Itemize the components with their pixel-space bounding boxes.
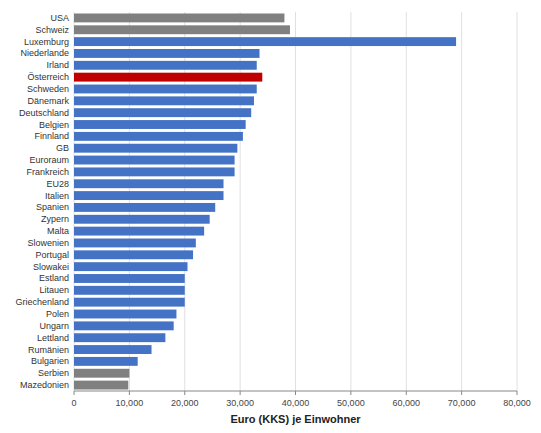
bar (74, 13, 284, 22)
bar (74, 274, 185, 283)
category-label: EU28 (46, 179, 69, 189)
category-label: GB (56, 143, 69, 153)
bar (74, 333, 165, 342)
category-label: Euroraum (29, 155, 69, 165)
category-label: Schweden (27, 84, 69, 94)
bar (74, 25, 290, 34)
value-axis: 0 10,000 20,000 30,000 40,000 50,000 60,000 70,… (71, 391, 530, 408)
category-axis: USA Schweiz LuxemburgNiederlande Irland Öste… (15, 13, 69, 390)
category-label: USA (50, 13, 69, 23)
bar (74, 144, 237, 153)
category-label: Mazedonien (20, 380, 69, 390)
chart: 0 10,000 20,000 30,000 40,000 50,000 60,000 70,… (0, 0, 541, 433)
category-label: Niederlande (20, 48, 69, 58)
tick-mark (295, 391, 296, 395)
grid-line (517, 12, 518, 391)
category-label: Portugal (35, 250, 69, 260)
tick-label: 20,000 (171, 398, 199, 408)
category-label: Ungarn (39, 321, 69, 331)
tick-mark (517, 391, 518, 395)
category-label: Slowenien (27, 238, 69, 248)
bar (74, 120, 246, 129)
grid-line (461, 12, 462, 391)
tick-label: 80,000 (503, 398, 531, 408)
bar (74, 310, 176, 319)
tick-label: 10,000 (116, 398, 144, 408)
category-label: Österreich (27, 72, 69, 82)
category-label: Schweiz (35, 25, 69, 35)
bar (74, 73, 262, 82)
category-label: Belgien (39, 120, 69, 130)
page: {"chart_data": {"type": "bar", "orientat… (0, 0, 541, 433)
tick-mark (461, 391, 462, 395)
grid-line (295, 12, 296, 391)
bar (74, 61, 257, 70)
bar (74, 227, 204, 236)
bar (74, 250, 193, 259)
category-label: Dänemark (27, 96, 69, 106)
category-label: Lettland (37, 333, 69, 343)
tick-mark (406, 391, 407, 395)
grid (74, 12, 517, 391)
grid-line (350, 12, 351, 391)
tick-mark (74, 391, 75, 395)
tick-mark (184, 391, 185, 395)
bar (74, 369, 129, 378)
category-label: Italien (45, 191, 69, 201)
axis-line (74, 391, 517, 392)
tick-mark (350, 391, 351, 395)
bars (74, 13, 456, 389)
bar (74, 132, 243, 141)
category-label: Bulgarien (31, 356, 69, 366)
bar (74, 108, 251, 117)
bar (74, 357, 138, 366)
tick-label: 70,000 (448, 398, 476, 408)
bar (74, 167, 235, 176)
category-label: Griechenland (15, 297, 69, 307)
bar (74, 203, 215, 212)
category-label: Frankreich (26, 167, 69, 177)
tick-mark (129, 391, 130, 395)
category-label: Serbien (38, 368, 69, 378)
grid-line (406, 12, 407, 391)
tick-label: 40,000 (282, 398, 310, 408)
bar (74, 286, 185, 295)
bar (74, 179, 224, 188)
category-label: Slowakei (33, 262, 69, 272)
category-label: Estland (39, 273, 69, 283)
axis-label: Euro (KKS) je Einwohner (230, 413, 361, 425)
bar (74, 37, 456, 46)
tick-label: 0 (71, 398, 76, 408)
category-label: Litauen (39, 285, 69, 295)
category-label: Zypern (41, 214, 69, 224)
bar (74, 49, 260, 58)
bar (74, 156, 235, 165)
tick-label: 30,000 (226, 398, 254, 408)
category-label: Deutschland (19, 108, 69, 118)
category-label: Rumänien (28, 345, 69, 355)
bar (74, 381, 128, 390)
bar (74, 96, 254, 105)
category-label: Spanien (36, 202, 69, 212)
bar (74, 239, 196, 248)
tick-label: 60,000 (392, 398, 420, 408)
bar (74, 85, 257, 94)
category-label: Irland (46, 60, 69, 70)
tick-mark (240, 391, 241, 395)
category-label: Luxemburg (24, 37, 69, 47)
bar (74, 191, 224, 200)
bar (74, 345, 152, 354)
bar (74, 321, 174, 330)
tick-label: 50,000 (337, 398, 365, 408)
category-label: Finnland (34, 131, 69, 141)
category-label: Malta (47, 226, 69, 236)
bar (74, 298, 185, 307)
bar (74, 215, 210, 224)
category-label: Polen (46, 309, 69, 319)
bar (74, 262, 188, 271)
